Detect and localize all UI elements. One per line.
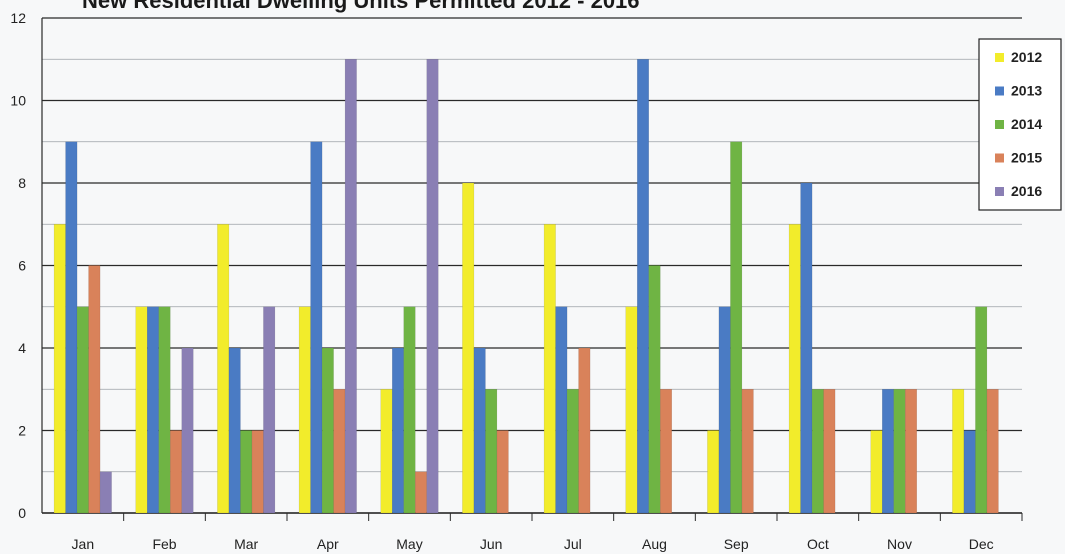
bar-2013-aug bbox=[637, 59, 649, 514]
bar-2015-jun bbox=[496, 430, 509, 514]
bar-2015-sep bbox=[741, 389, 754, 514]
y-tick-label: 2 bbox=[18, 423, 26, 439]
bar-2012-oct bbox=[788, 224, 801, 514]
x-tick-label: Jun bbox=[480, 536, 503, 552]
bar-2015-may bbox=[415, 471, 427, 514]
bar-2013-oct bbox=[800, 182, 813, 514]
bar-2013-sep bbox=[718, 306, 731, 514]
bar-2012-nov bbox=[870, 430, 883, 514]
bar-2013-feb bbox=[147, 306, 159, 514]
legend-label-2012: 2012 bbox=[1011, 49, 1042, 65]
x-tick-label: Nov bbox=[887, 536, 912, 552]
bar-2015-feb bbox=[170, 430, 182, 514]
gridlines bbox=[42, 17, 1022, 514]
x-tick-label: Jul bbox=[564, 536, 582, 552]
legend-swatch-2013 bbox=[995, 86, 1004, 96]
bar-2015-nov bbox=[905, 389, 917, 514]
bar-2014-oct bbox=[811, 389, 824, 514]
x-tick-label: Mar bbox=[234, 536, 258, 552]
legend-label-2016: 2016 bbox=[1011, 183, 1042, 199]
bar-2013-apr bbox=[310, 141, 323, 514]
bar-2015-aug bbox=[660, 389, 672, 514]
bar-2016-mar bbox=[263, 306, 276, 514]
bar-2012-mar bbox=[217, 224, 230, 514]
y-tick-label: 6 bbox=[18, 258, 26, 274]
bar-2015-jul bbox=[578, 347, 591, 514]
bar-2012-may bbox=[380, 389, 393, 514]
bar-2014-jun bbox=[485, 389, 498, 514]
legend-label-2013: 2013 bbox=[1011, 83, 1042, 99]
bar-2013-jun bbox=[473, 347, 486, 514]
bar-2012-dec bbox=[952, 389, 965, 514]
bar-2014-apr bbox=[321, 347, 334, 514]
bar-2015-jan bbox=[88, 265, 101, 514]
legend-swatch-2014 bbox=[995, 120, 1004, 129]
bar-2013-mar bbox=[228, 347, 241, 514]
y-tick-label: 4 bbox=[18, 340, 26, 356]
bar-2014-aug bbox=[648, 265, 661, 514]
legend-box bbox=[978, 38, 1062, 211]
bar-2013-may bbox=[392, 347, 404, 514]
legend-swatch-2016 bbox=[995, 187, 1004, 196]
bar-2014-sep bbox=[730, 141, 743, 514]
bar-2015-dec bbox=[986, 389, 999, 514]
bar-2014-dec bbox=[975, 306, 988, 514]
y-tick-label: 8 bbox=[18, 175, 26, 191]
y-tick-label: 10 bbox=[10, 93, 26, 109]
bar-2016-apr bbox=[344, 59, 357, 514]
bar-2012-jul bbox=[543, 224, 556, 514]
chart-title: New Residential Dwelling Units Permitted… bbox=[82, 0, 640, 13]
bar-2014-jul bbox=[566, 389, 579, 514]
bar-2012-aug bbox=[625, 306, 638, 514]
bars bbox=[53, 59, 999, 514]
bar-2014-nov bbox=[893, 389, 906, 514]
bar-2015-apr bbox=[333, 389, 346, 514]
axes: 0 2 4 6 8 10 12 Jan Feb Mar Apr May Jun Jul Aug Sep Oct N… bbox=[10, 10, 1023, 552]
y-tick-label: 0 bbox=[18, 505, 26, 521]
x-tick-label: Apr bbox=[317, 536, 339, 552]
legend-swatch-2015 bbox=[995, 153, 1004, 163]
bar-2015-mar bbox=[251, 430, 264, 514]
x-tick-label: May bbox=[396, 536, 422, 552]
bar-2012-jan bbox=[53, 224, 66, 514]
bar-2015-oct bbox=[823, 389, 836, 514]
bar-2013-nov bbox=[882, 389, 894, 514]
x-tick-label: Sep bbox=[724, 536, 749, 552]
bar-2014-jan bbox=[76, 306, 89, 514]
bar-2012-apr bbox=[298, 306, 311, 514]
x-tick-label: Oct bbox=[807, 536, 829, 552]
bar-2014-feb bbox=[158, 306, 171, 514]
bar-2016-may bbox=[426, 59, 439, 514]
x-tick-label: Dec bbox=[969, 536, 994, 552]
y-tick-label: 12 bbox=[10, 10, 26, 26]
x-tick-label: Jan bbox=[72, 536, 95, 552]
bar-2013-dec bbox=[963, 430, 976, 514]
bar-2012-jun bbox=[462, 182, 475, 514]
legend-label-2015: 2015 bbox=[1011, 150, 1042, 166]
bar-2013-jul bbox=[555, 306, 568, 514]
bar-2013-jan bbox=[65, 141, 78, 514]
bar-2014-may bbox=[403, 306, 416, 514]
legend: 2012 2013 2014 2015 2016 bbox=[978, 38, 1062, 211]
legend-swatch-2012 bbox=[995, 53, 1004, 62]
bar-2016-jan bbox=[99, 471, 112, 514]
bar-2014-mar bbox=[240, 430, 253, 514]
bar-2016-feb bbox=[181, 347, 194, 514]
bar-2012-feb bbox=[135, 306, 148, 514]
bar-2012-sep bbox=[707, 430, 720, 514]
legend-label-2014: 2014 bbox=[1011, 116, 1042, 132]
x-tick-label: Feb bbox=[152, 536, 176, 552]
x-tick-label: Aug bbox=[642, 536, 667, 552]
